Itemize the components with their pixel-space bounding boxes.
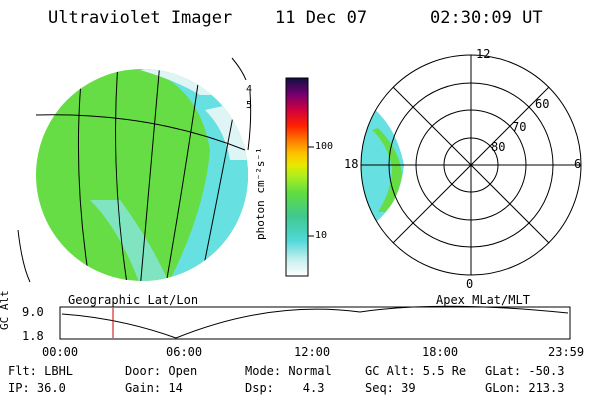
- geo-image: [17, 57, 252, 283]
- timeline-y-label: GC Alt: [0, 290, 11, 330]
- glon-info: GLon: 213.3: [485, 381, 565, 395]
- timeline-x-tick-0600: 06:00: [166, 345, 203, 359]
- timeline-y-tick-1.8: 1.8: [22, 329, 44, 343]
- timeline-x-tick-1800: 18:00: [422, 345, 459, 359]
- door-info: Door: Open: [125, 364, 198, 378]
- mlt-label-18: 18: [344, 157, 359, 171]
- instrument-title: Ultraviolet Imager: [48, 8, 233, 28]
- timeline-y-tick-9: 9.0: [22, 305, 44, 319]
- colorbar-tick-100: 100: [315, 141, 334, 152]
- filter-info: Flt: LBHL: [8, 364, 74, 378]
- lat-label-70: 70: [512, 120, 527, 134]
- mlt-label-0: 0: [466, 277, 474, 291]
- mlt-label-6: 6: [574, 157, 582, 171]
- polar-caption: Apex MLat/MLT: [436, 293, 530, 307]
- limb-label-5: 5: [246, 100, 253, 111]
- gc-alt-info: GC Alt: 5.5 Re: [365, 364, 467, 378]
- dsp-info: Dsp: 4.3: [245, 381, 325, 395]
- mode-info: Mode: Normal: [245, 364, 332, 378]
- ip-info: IP: 36.0: [8, 381, 66, 395]
- lat-label-60: 60: [535, 97, 550, 111]
- glat-info: GLat: -50.3: [485, 364, 565, 378]
- timeline-x-tick-2359: 23:59: [548, 345, 585, 359]
- colorbar: [285, 77, 309, 277]
- seq-info: Seq: 39: [365, 381, 416, 395]
- limb-label-4: 4: [246, 84, 253, 95]
- time-label: 02:30:09 UT: [430, 8, 543, 28]
- polar-plot: [360, 54, 582, 276]
- timeline-x-tick-0000: 00:00: [42, 345, 79, 359]
- colorbar-tick-10: 10: [315, 230, 328, 241]
- mlt-label-12: 12: [476, 47, 491, 61]
- colorbar-label: photon cm⁻²s⁻¹: [254, 147, 267, 240]
- timeline-plot: [59, 305, 571, 340]
- geo-caption: Geographic Lat/Lon: [68, 293, 199, 307]
- timeline-x-tick-1200: 12:00: [294, 345, 331, 359]
- lat-label-80: 80: [491, 140, 506, 154]
- date-label: 11 Dec 07: [275, 8, 368, 28]
- gain-info: Gain: 14: [125, 381, 183, 395]
